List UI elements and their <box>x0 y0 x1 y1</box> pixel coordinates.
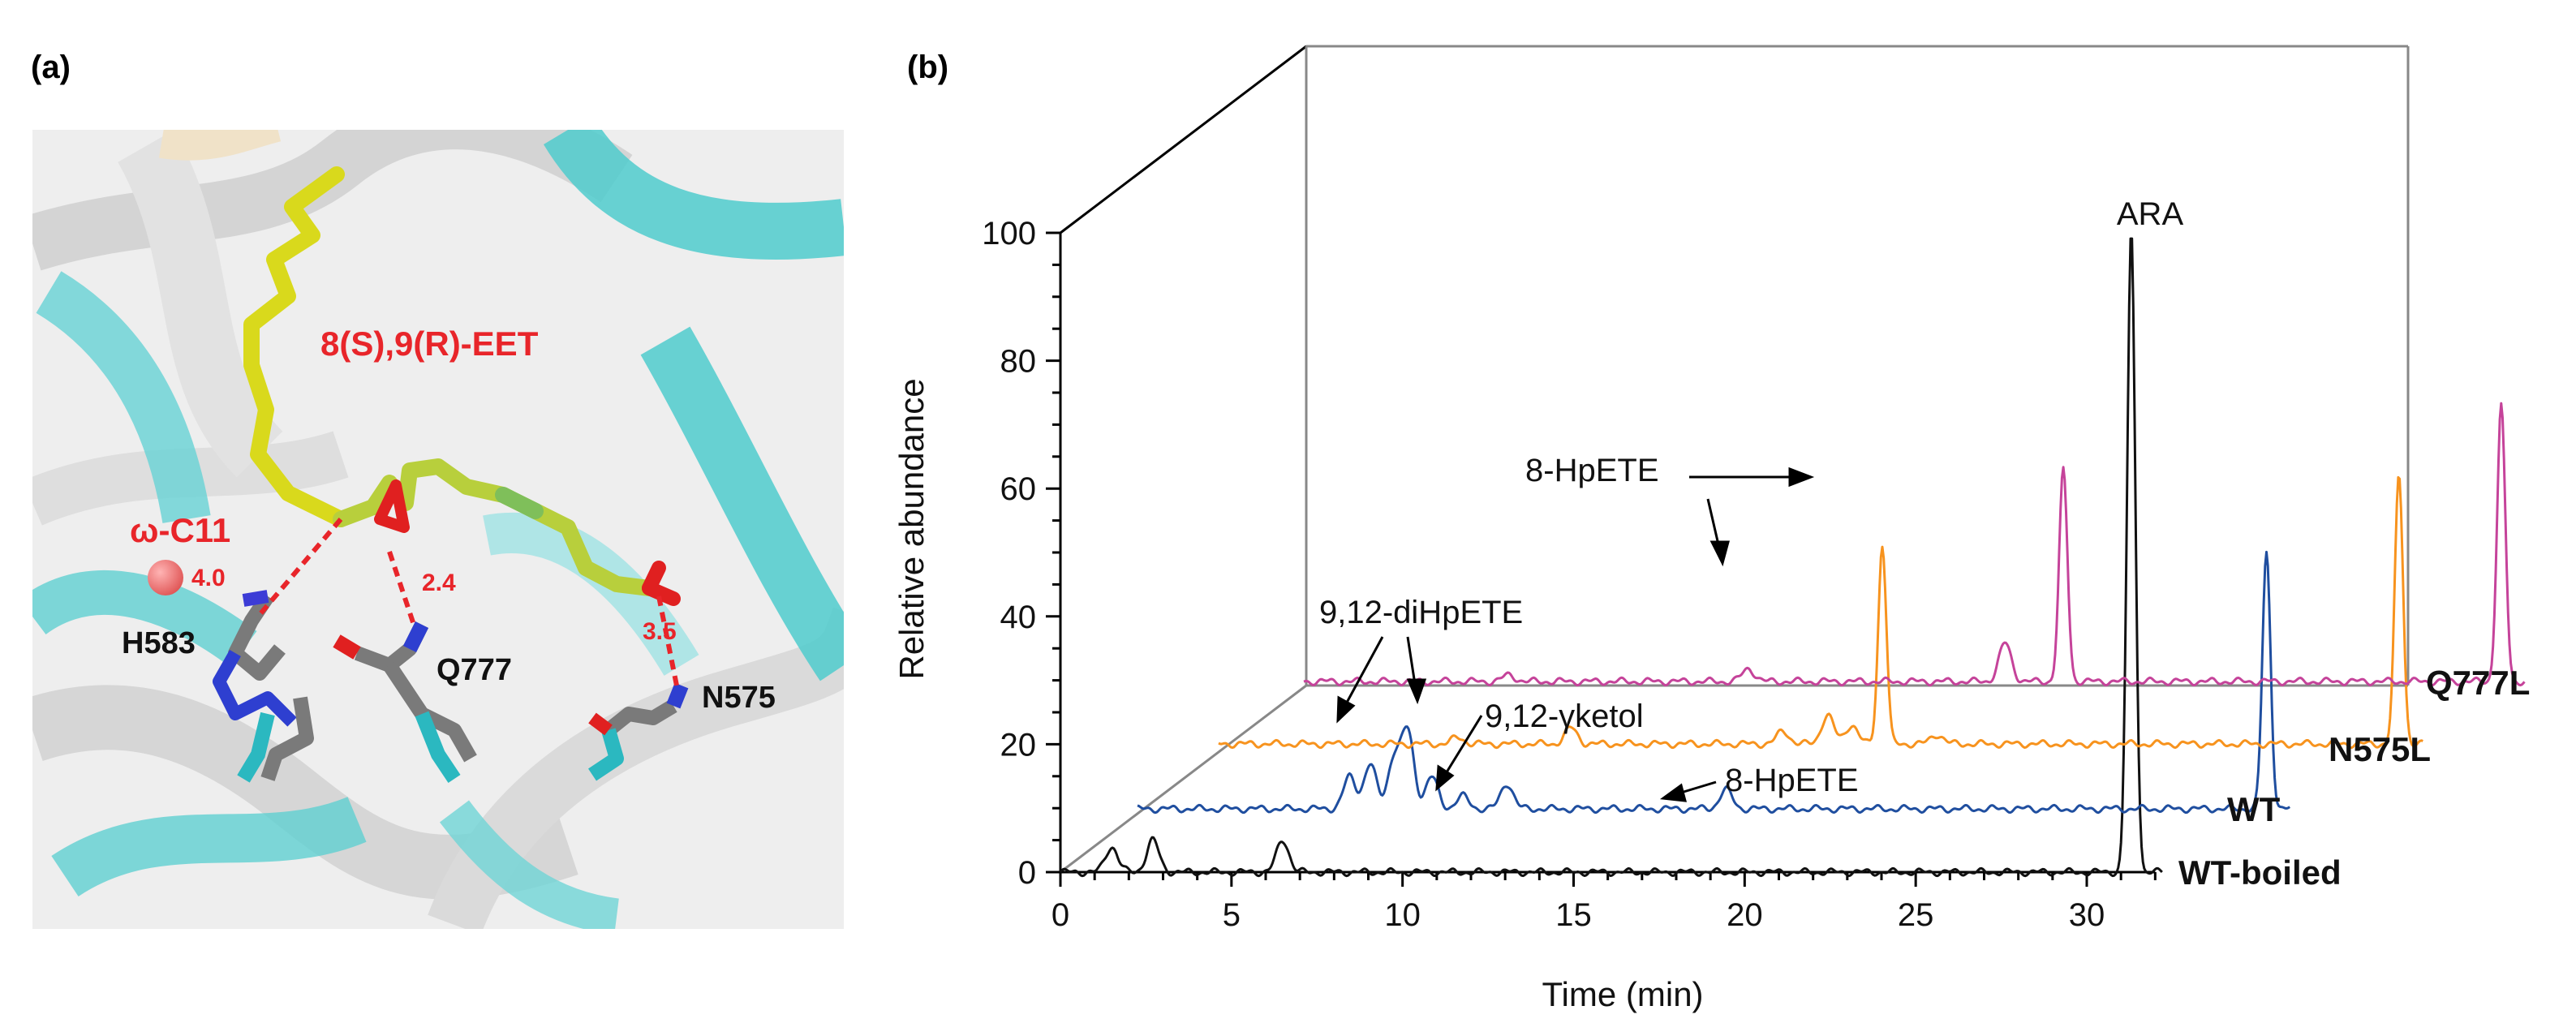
trace-n575l <box>1218 475 2423 750</box>
trace-label-wt: WT <box>2227 790 2281 828</box>
distance-lines <box>256 518 680 690</box>
x-tick-label: 5 <box>1223 897 1241 933</box>
trace-label-n575l: N575L <box>2329 730 2431 768</box>
y-tick-label: 0 <box>1018 855 1036 891</box>
annotation-9-12-dihpete: 9,12-diHpETE <box>1319 595 1523 630</box>
sphere-atom <box>148 560 183 595</box>
omega-c11-label: ω-C11 <box>130 511 230 549</box>
residue-label-n575: N575 <box>702 681 776 715</box>
trace-wt-boiled <box>1059 237 2163 878</box>
residue-h583-sticks <box>213 590 314 783</box>
ligand-eet <box>243 166 681 606</box>
distance-label-3: 3.5 <box>643 618 677 645</box>
y-tick-label: 100 <box>982 216 1036 251</box>
annotation-ara: ARA <box>2117 196 2184 232</box>
residue-q777-sticks <box>333 621 477 783</box>
x-tick-label: 25 <box>1898 897 1934 933</box>
trace-q777l <box>1303 402 2526 687</box>
residue-n575-sticks <box>588 682 689 781</box>
annotation-arrows <box>1336 466 1815 802</box>
x-tick-label: 10 <box>1384 897 1421 933</box>
trace-wt <box>1137 550 2291 815</box>
y-axis-title: Relative abundance <box>892 378 931 679</box>
y-tick-label: 40 <box>1000 600 1037 635</box>
protein-structure-render <box>32 130 844 929</box>
y-tick-label: 20 <box>1000 727 1037 763</box>
panel-a-label: (a) <box>31 49 71 85</box>
x-tick-label: 15 <box>1555 897 1592 933</box>
annotation-9-12-gketol: 9,12-γketol <box>1485 699 1644 734</box>
distance-label-1: 4.0 <box>191 565 226 591</box>
y-tick-label: 60 <box>1000 471 1037 507</box>
residue-label-h583: H583 <box>122 626 196 660</box>
trace-label-q777l: Q777L <box>2426 664 2530 702</box>
annotation-8-hpete-bottom: 8-HpETE <box>1725 763 1859 798</box>
x-axis-title: Time (min) <box>1542 975 1703 1013</box>
x-tick-label: 20 <box>1727 897 1763 933</box>
ligand-label: 8(S),9(R)-EET <box>320 325 539 363</box>
panel-b-label: (b) <box>907 49 948 85</box>
axes: 0 5 10 15 20 25 30 0 20 40 60 80 100 <box>982 216 2157 933</box>
x-tick-label: 0 <box>1051 897 1069 933</box>
annotation-8-hpete-top: 8-HpETE <box>1525 453 1659 488</box>
y-tick-label: 80 <box>1000 344 1037 380</box>
distance-label-2: 2.4 <box>422 570 456 596</box>
trace-label-wt-boiled: WT-boiled <box>2178 853 2342 892</box>
chromatogram-traces <box>1059 237 2526 878</box>
x-tick-label: 30 <box>2069 897 2105 933</box>
residue-label-q777: Q777 <box>437 653 512 687</box>
